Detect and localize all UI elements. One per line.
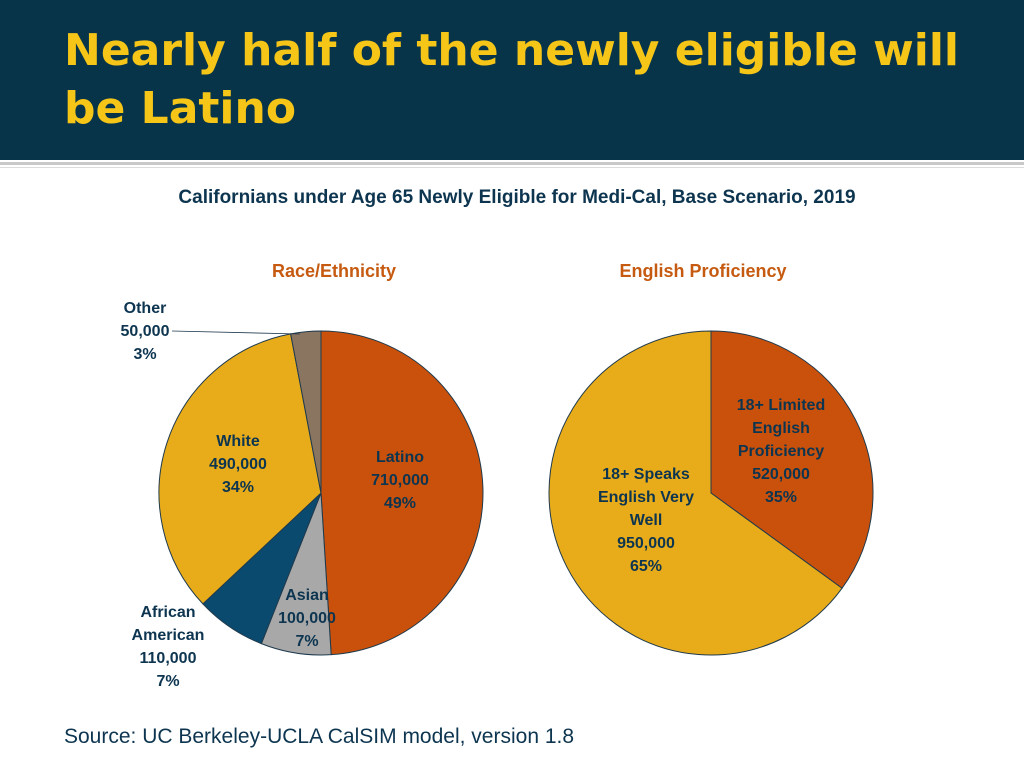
slice-label-line: 50,000 bbox=[121, 323, 170, 340]
source-note: Source: UC Berkeley-UCLA CalSIM model, v… bbox=[64, 725, 575, 748]
slice-label-line: Well bbox=[630, 512, 663, 529]
leader-line-other bbox=[171, 330, 301, 335]
slice-label-line: White bbox=[216, 433, 260, 450]
slice-label-speaks-english: 18+ Speaks English Very Well 950,000 65% bbox=[598, 466, 694, 575]
slice-label-line: 18+ Limited bbox=[737, 397, 825, 414]
slice-label-african-american: African American 110,000 7% bbox=[132, 604, 205, 690]
english-chart-title: English Proficiency bbox=[619, 261, 787, 281]
slide-subtitle: Californians under Age 65 Newly Eligible… bbox=[178, 187, 856, 208]
pie-slice-latino bbox=[320, 330, 484, 656]
pie-0: Latino 710,000 49% Asian 100,000 7% African Ame… bbox=[121, 300, 484, 690]
slice-label-line: Other bbox=[124, 300, 167, 317]
slice-label-line: 100,000 bbox=[278, 610, 336, 627]
slice-label-other: Other 50,000 3% bbox=[121, 300, 170, 363]
divider-line bbox=[0, 162, 1024, 165]
pie-slice-limited-english bbox=[710, 330, 874, 589]
slice-label-line: 3% bbox=[133, 346, 156, 363]
title-bar: Nearly half of the newly eligible will b… bbox=[0, 0, 1024, 160]
slice-label-line: Latino bbox=[376, 449, 424, 466]
race-chart-title: Race/Ethnicity bbox=[271, 261, 397, 281]
slice-label-line: 18+ Speaks bbox=[602, 466, 690, 483]
slide-title: Nearly half of the newly eligible will b… bbox=[64, 25, 960, 134]
divider-line-thin bbox=[0, 167, 1024, 168]
slice-label-line: 490,000 bbox=[209, 456, 267, 473]
slice-label-line: 65% bbox=[630, 558, 662, 575]
pie-1: 18+ Limited English Proficiency 520,000 35%1… bbox=[548, 330, 874, 656]
slice-label-line: 34% bbox=[222, 479, 254, 496]
slice-label-white: White 490,000 34% bbox=[209, 433, 267, 496]
slice-label-line: 110,000 bbox=[140, 650, 197, 667]
slice-label-line: African bbox=[140, 604, 195, 621]
slice-label-line: 520,000 bbox=[752, 466, 810, 483]
slice-label-limited-english: 18+ Limited English Proficiency 520,000 35% bbox=[737, 397, 825, 506]
slice-label-line: 710,000 bbox=[371, 472, 429, 489]
slice-label-line: English Very bbox=[598, 489, 694, 506]
pie-slice-white bbox=[158, 333, 322, 605]
slice-label-line: 49% bbox=[384, 495, 416, 512]
slice-label-line: 7% bbox=[156, 673, 179, 690]
slice-label-line: 7% bbox=[295, 633, 318, 650]
slice-label-asian: Asian 100,000 7% bbox=[278, 587, 336, 650]
slice-label-line: Proficiency bbox=[738, 443, 824, 460]
slice-label-line: 950,000 bbox=[617, 535, 675, 552]
slice-label-line: 35% bbox=[765, 489, 797, 506]
pie-slice-speaks-english bbox=[548, 330, 843, 656]
slice-label-latino: Latino 710,000 49% bbox=[371, 449, 429, 512]
slice-label-line: Asian bbox=[285, 587, 329, 604]
slice-label-line: American bbox=[132, 627, 205, 644]
slice-label-line: English bbox=[752, 420, 810, 437]
